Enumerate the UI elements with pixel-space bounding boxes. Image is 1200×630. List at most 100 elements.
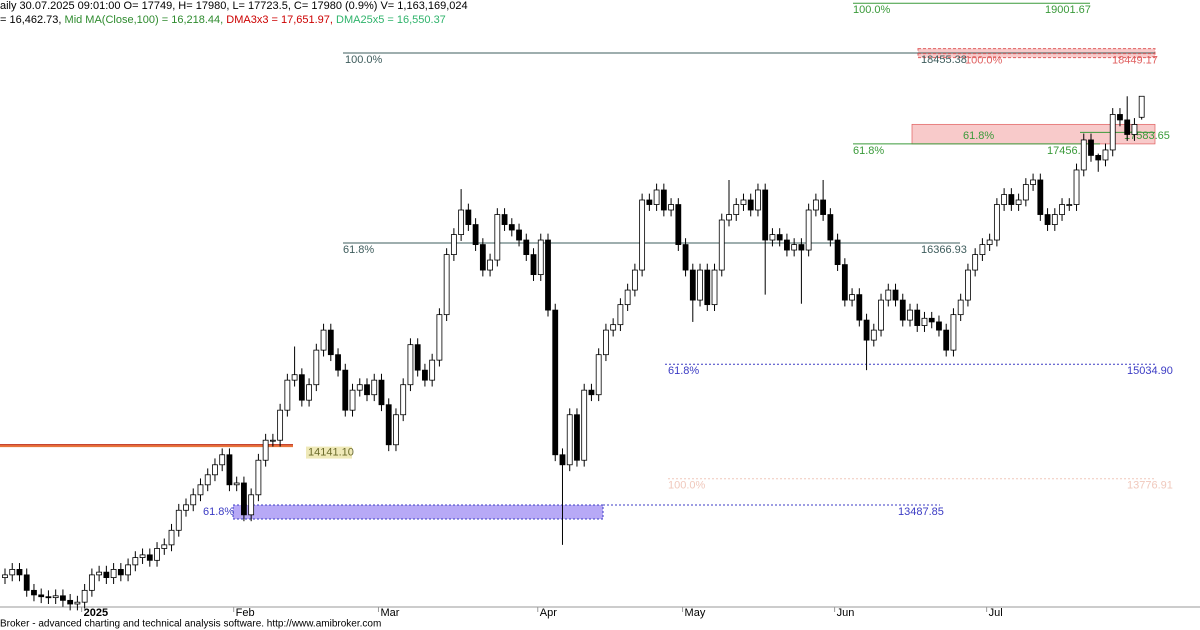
candle-body — [458, 209, 465, 235]
candle-body — [306, 384, 312, 401]
candle-body — [298, 374, 305, 401]
candle-body — [110, 569, 117, 579]
candle-body — [175, 509, 182, 531]
level-pct: 100.0% — [853, 4, 891, 16]
candle-body — [899, 299, 906, 321]
candle-body — [204, 474, 211, 486]
candle-body — [393, 414, 399, 446]
candle-body — [146, 554, 153, 561]
candle-body — [436, 314, 443, 361]
month-label: Jun — [837, 607, 855, 619]
candle-body — [38, 594, 45, 598]
candle-body — [320, 329, 327, 351]
candle-body — [443, 254, 450, 316]
level-pct: 100.0% — [345, 54, 383, 66]
candle-body — [733, 204, 740, 215]
candle-body — [805, 209, 812, 251]
candle-body — [617, 304, 624, 326]
candle-body — [660, 189, 667, 211]
candle-body — [183, 504, 189, 511]
level-pct: 61.8% — [203, 506, 234, 518]
level-pct: 100.0% — [965, 54, 1003, 66]
candle-body — [313, 349, 320, 386]
header-label: O= — [124, 0, 142, 12]
candle-body — [45, 596, 52, 599]
candle-body — [849, 294, 855, 301]
candle-body — [689, 269, 696, 301]
candle-body — [501, 214, 508, 225]
candle-body — [1138, 95, 1145, 118]
header-info: aily 30.07.2025 09:01:00 O= 17749, H= 17… — [0, 0, 468, 12]
candle-body — [132, 557, 139, 566]
candle-body — [718, 219, 725, 271]
candle-body — [516, 229, 522, 241]
level-pct: 61.8% — [963, 130, 994, 142]
candle-body — [494, 214, 501, 261]
header-value: 17980 — [311, 0, 342, 12]
level-pct: 61.8% — [668, 365, 699, 377]
candle-body — [574, 414, 580, 461]
candle-body — [827, 214, 834, 241]
candle-body — [863, 319, 870, 341]
candle-body — [957, 299, 964, 316]
candle-body — [262, 439, 269, 461]
indicator-text: DMA25x5 = 16,550.37 — [336, 14, 446, 26]
candle-body — [1073, 169, 1080, 205]
candle-body — [1001, 194, 1008, 205]
candle-body — [117, 569, 124, 576]
level-price: 14141.10 — [308, 446, 354, 458]
candle-body — [422, 369, 428, 381]
header-value: 17723.5 — [248, 0, 288, 12]
candle-body — [233, 482, 240, 486]
candle-body — [31, 589, 37, 596]
candle-body — [1015, 199, 1022, 205]
candle-body — [1117, 114, 1123, 121]
indicator-text: DMA3x3 = 17,651.97, — [226, 14, 336, 26]
candle-body — [472, 224, 479, 245]
candle-body — [936, 321, 942, 331]
candle-body — [870, 329, 877, 341]
candle-body — [921, 317, 928, 326]
candle-body — [241, 482, 247, 516]
candle-body — [60, 595, 66, 601]
header-value: 17749 — [142, 0, 173, 12]
candle-body — [711, 269, 718, 306]
candle-body — [791, 244, 798, 251]
level-pct: 100.0% — [668, 480, 706, 492]
candle-body — [2, 574, 8, 579]
candle-body — [450, 234, 457, 255]
candle-body — [74, 601, 81, 605]
candle-body — [668, 204, 674, 211]
candle-body — [212, 464, 218, 476]
candle-body — [269, 439, 276, 442]
indicator-text: = 16,462.73, — [0, 14, 65, 26]
month-label: Apr — [540, 607, 557, 619]
candle-body — [349, 389, 356, 411]
candle-body — [1131, 124, 1138, 135]
zone — [232, 504, 604, 520]
candle-body — [965, 269, 971, 301]
candle-body — [16, 569, 23, 576]
candle-body — [885, 289, 892, 301]
candle-body — [545, 239, 551, 311]
candle-body — [291, 374, 298, 381]
level-price: 18455.38 — [921, 54, 967, 66]
candle-body — [682, 244, 689, 271]
candle-body — [856, 294, 863, 321]
level-price: 13776.91 — [1127, 480, 1173, 492]
header-value: 17980 — [196, 0, 227, 12]
candle-body — [675, 204, 682, 245]
candle-body — [1124, 119, 1131, 135]
candle-body — [950, 314, 957, 351]
month-label: 2025 — [84, 607, 108, 619]
header-prefix: aily 30.07.2025 09:01:00 — [0, 0, 124, 12]
candle-body — [841, 264, 848, 301]
candle-body — [646, 199, 653, 205]
candle-body — [726, 214, 732, 221]
candle-body — [639, 199, 646, 271]
candle-body — [653, 189, 660, 205]
candle-body — [1066, 204, 1073, 206]
level-price: 17583.65 — [1124, 130, 1170, 142]
candle-body — [255, 459, 262, 496]
